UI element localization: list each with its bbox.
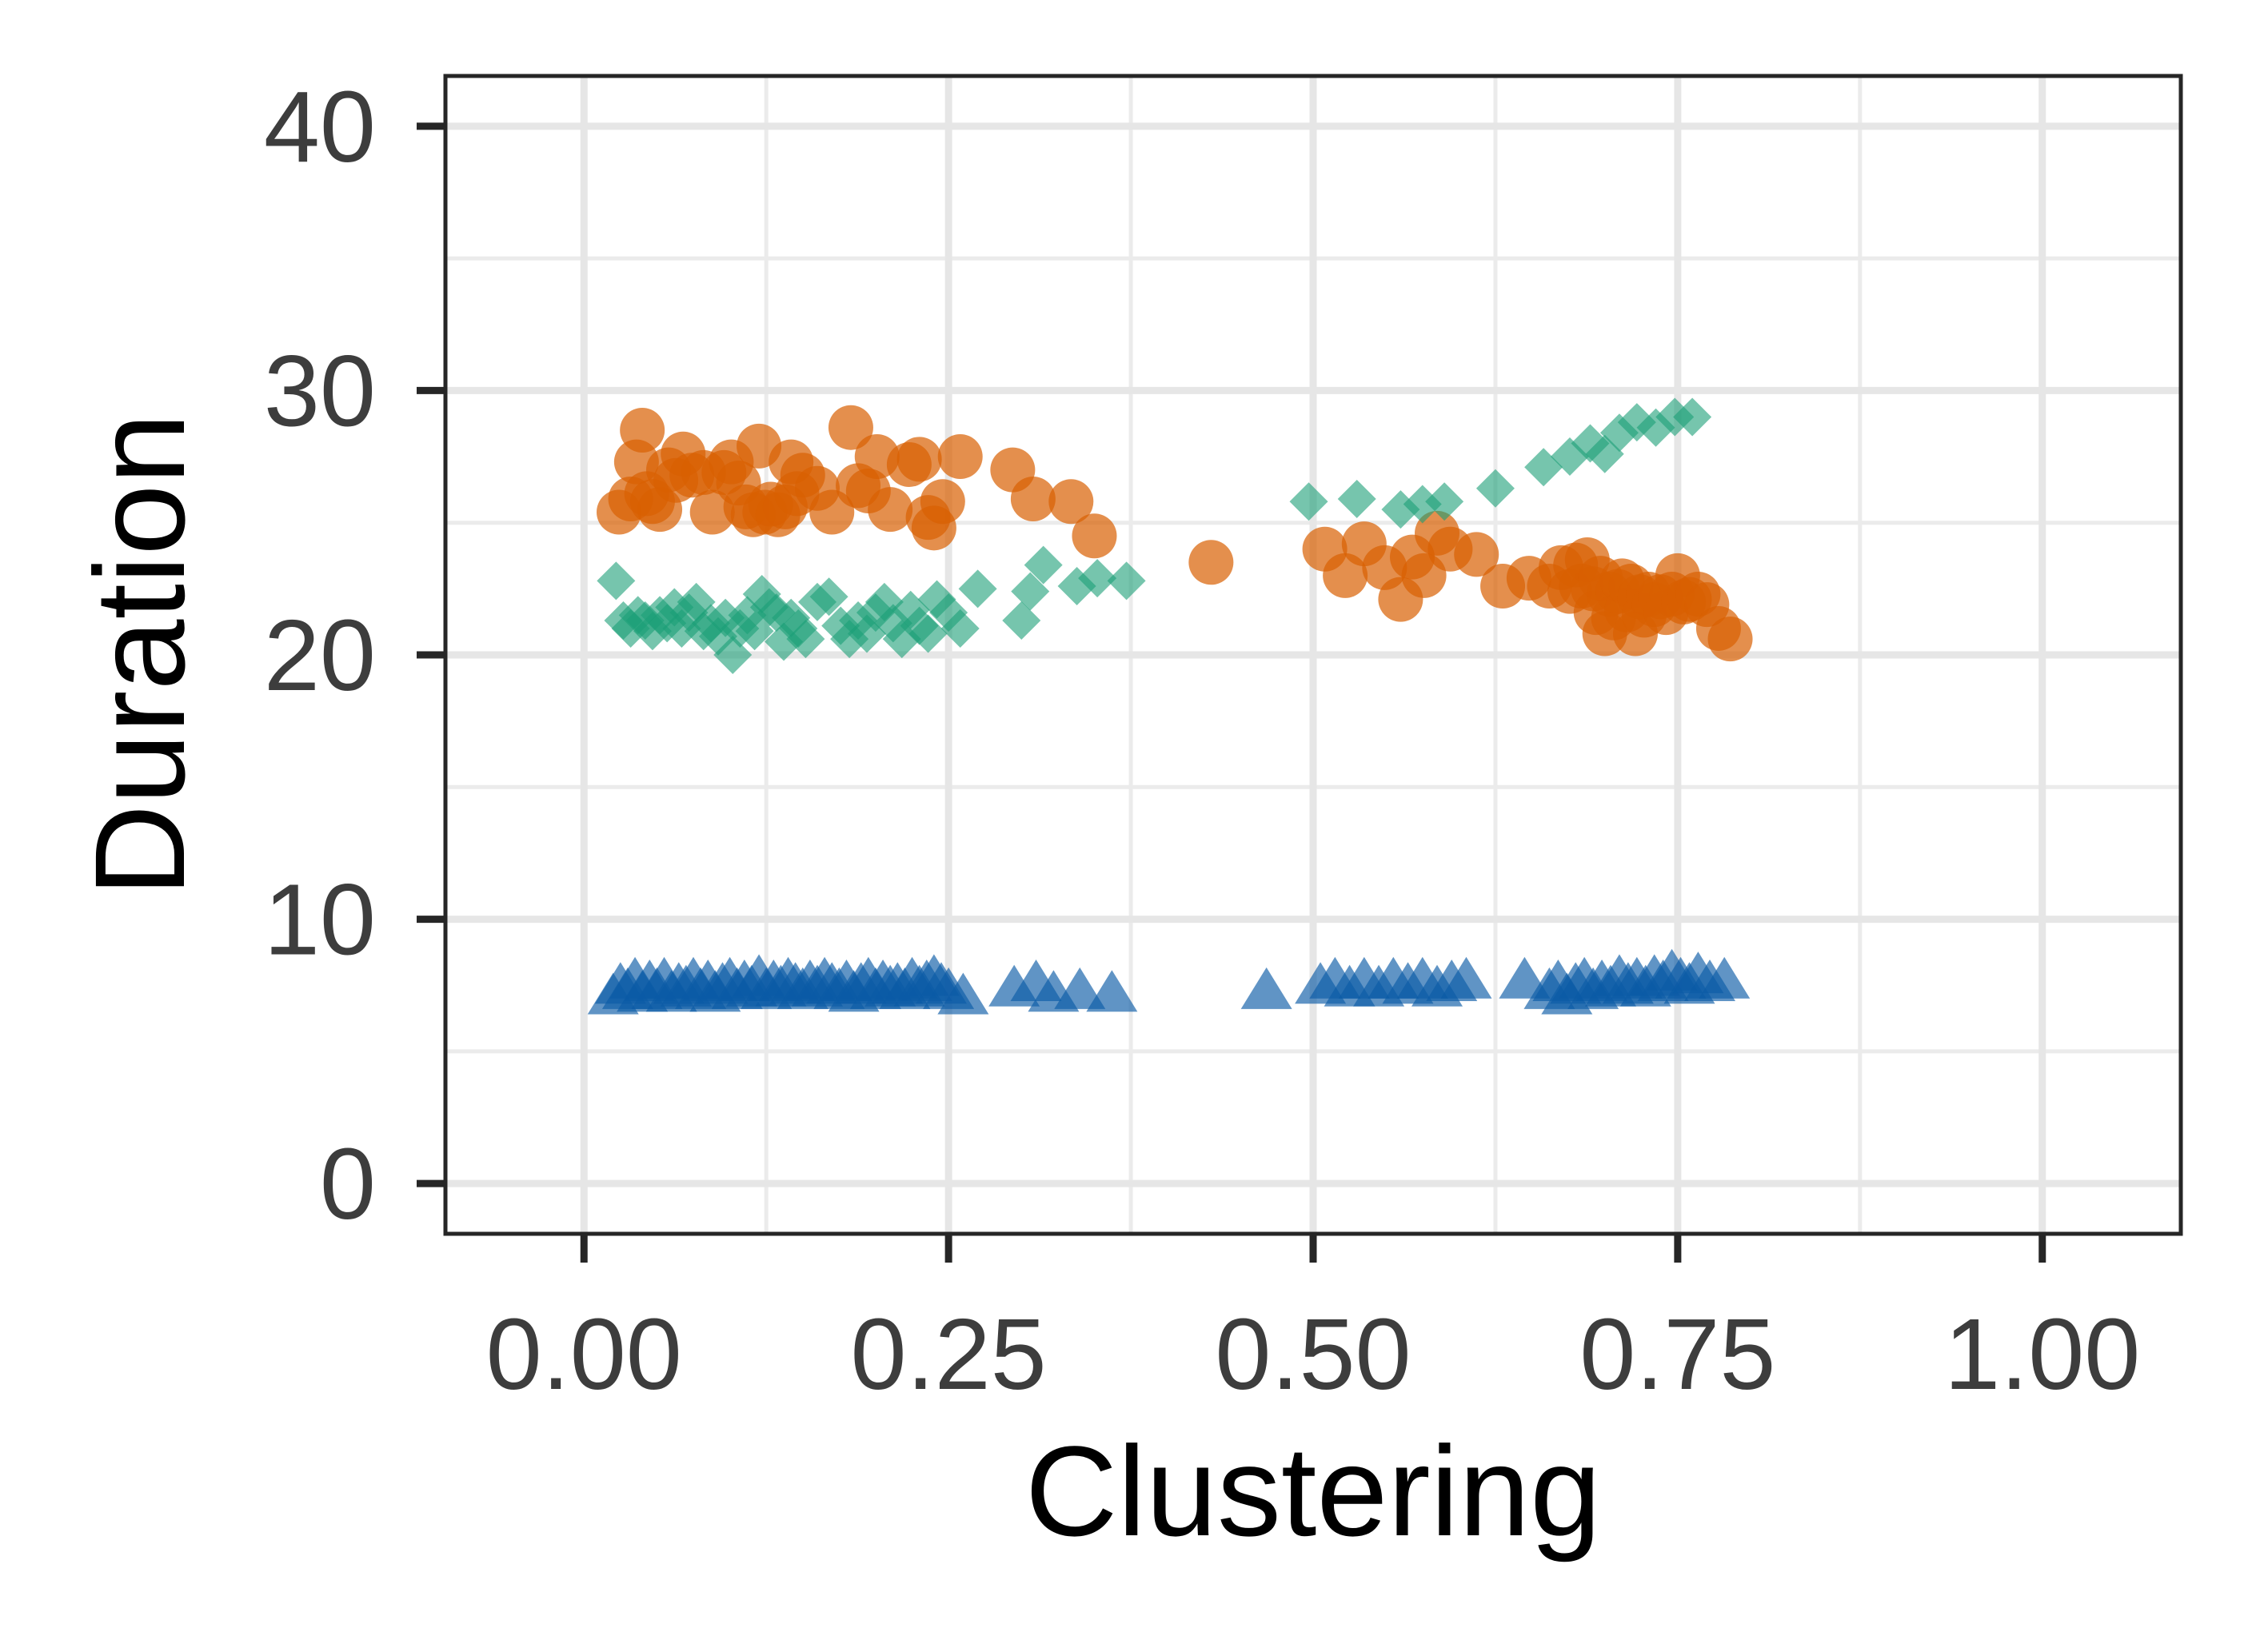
y-axis-title: Duration <box>68 413 211 897</box>
diamond-point <box>786 620 825 659</box>
diamond-point <box>1002 601 1041 640</box>
triangle-point <box>1054 967 1106 1009</box>
diamond-point <box>809 577 848 617</box>
circle-point <box>1010 476 1056 521</box>
diamond-point <box>597 561 636 601</box>
x-tick-label: 0.50 <box>1215 1298 1411 1411</box>
x-tick-label: 0.75 <box>1579 1298 1775 1411</box>
diamond-point <box>908 614 948 653</box>
triangle-point <box>937 972 989 1015</box>
triangle-point <box>1086 970 1138 1012</box>
x-tick-label: 0.00 <box>486 1298 682 1411</box>
x-axis: 0.00 0.25 0.50 0.75 1.00 <box>486 1234 2140 1411</box>
diamond-point <box>1078 559 1117 598</box>
circle-point <box>868 487 913 533</box>
circle-point <box>1454 532 1499 577</box>
diamond-point <box>1024 545 1063 585</box>
circle-point <box>937 434 983 480</box>
triangle-point <box>1699 956 1751 999</box>
y-tick-label: 20 <box>264 599 376 712</box>
circle-point <box>1072 513 1117 559</box>
circle-point <box>620 407 665 453</box>
circle-point <box>828 405 873 450</box>
diamond-point <box>1337 479 1376 518</box>
x-axis-title: Clustering <box>1025 1419 1601 1562</box>
circle-point <box>689 489 735 535</box>
circle-point <box>1188 540 1234 585</box>
circle-point <box>1707 617 1753 662</box>
diamond-point <box>1107 561 1146 601</box>
x-tick-label: 0.25 <box>851 1298 1047 1411</box>
diamond-point <box>940 609 980 648</box>
y-tick-label: 30 <box>264 334 376 447</box>
diamond-point <box>1475 469 1515 508</box>
circle-point <box>896 437 942 482</box>
triangle-point <box>1440 956 1492 999</box>
data-points <box>587 397 1753 1015</box>
diamond-point <box>1425 482 1464 521</box>
y-tick-label: 0 <box>320 1127 376 1240</box>
diamond-point <box>1673 397 1712 437</box>
triangle-point <box>1240 967 1292 1009</box>
x-tick-label: 1.00 <box>1944 1298 2140 1411</box>
diamond-point <box>1011 572 1050 611</box>
y-tick-label: 40 <box>264 70 376 183</box>
circle-point <box>1048 479 1094 525</box>
y-axis: 0 10 20 30 40 <box>264 70 445 1240</box>
circle-point <box>920 479 965 525</box>
diamond-point <box>1403 485 1442 524</box>
y-tick-label: 10 <box>264 864 376 976</box>
diamond-point <box>1289 482 1328 521</box>
diamond-point <box>958 569 997 609</box>
